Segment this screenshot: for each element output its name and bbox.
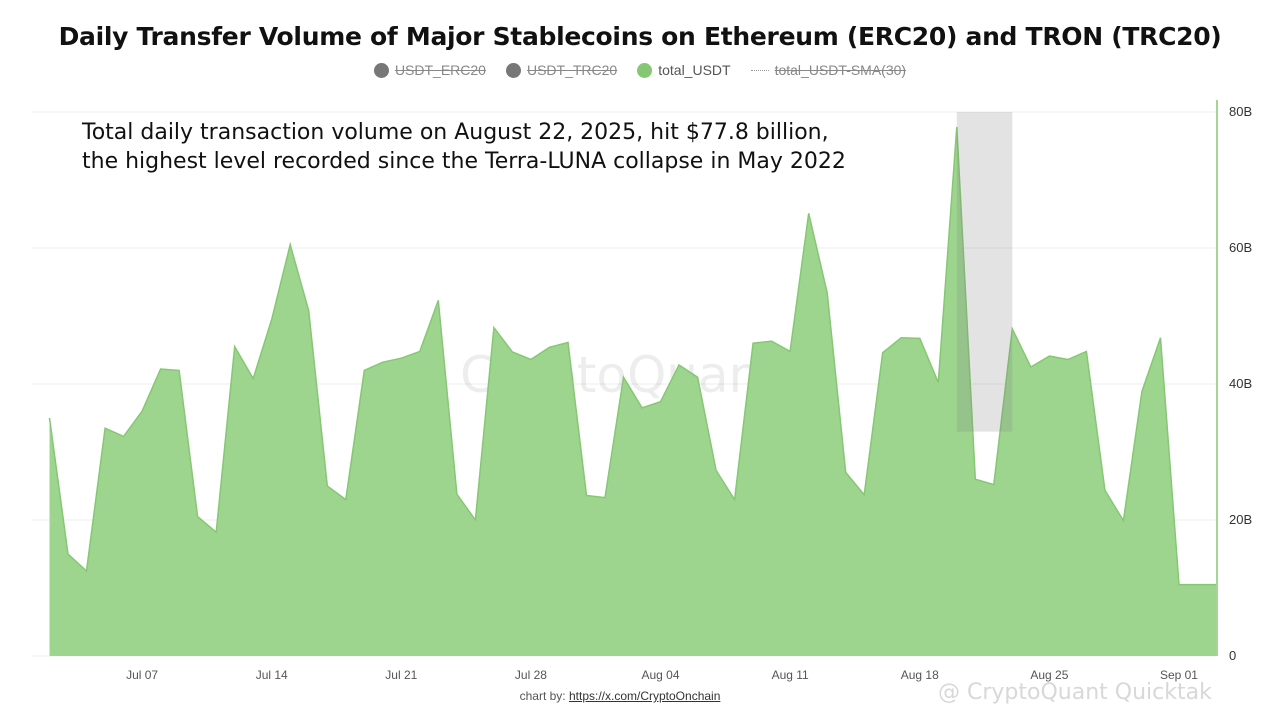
legend-line-icon [750, 69, 769, 71]
legend-dot-icon [637, 62, 653, 78]
legend-item-total-usdt-sma[interactable]: total_USDT-SMA(30) [750, 62, 907, 78]
legend-item-usdt-trc20[interactable]: USDT_TRC20 [505, 62, 618, 78]
chart-annotation: Total daily transaction volume on August… [82, 118, 846, 176]
x-tick-label: Aug 18 [901, 668, 939, 682]
highlight-box [956, 112, 1013, 432]
legend-dot-icon [373, 62, 389, 78]
corner-watermark: @ CryptoQuant Quicktak [938, 680, 1212, 705]
x-tick-label: Aug 04 [642, 668, 680, 682]
series-area [49, 127, 1216, 656]
legend-item-usdt-erc20[interactable]: USDT_ERC20 [373, 62, 486, 78]
annotation-line: the highest level recorded since the Ter… [82, 149, 846, 174]
legend-label: USDT_TRC20 [526, 62, 618, 78]
series-line [48, 126, 1216, 586]
annotation-line: Total daily transaction volume on August… [82, 120, 829, 145]
y-tick-label: 20B [1229, 512, 1252, 527]
x-tick-label: Aug 11 [772, 668, 809, 682]
x-tick-label: Aug 25 [1030, 668, 1068, 682]
y-tick-label: 0 [1229, 648, 1236, 663]
x-tick-label: Jul 07 [126, 668, 158, 682]
chart-title: Daily Transfer Volume of Major Stablecoi… [58, 22, 1222, 51]
legend: USDT_ERC20 USDT_TRC20 total_USDT total_U… [0, 62, 1280, 78]
x-tick-label: Jul 14 [256, 668, 288, 682]
y-tick-label: 80B [1229, 104, 1252, 119]
x-tick-label: Sep 01 [1160, 668, 1198, 682]
legend-item-total-usdt[interactable]: total_USDT [637, 62, 731, 78]
legend-dot-icon [505, 62, 521, 78]
legend-label: total_USDT [658, 62, 731, 78]
legend-label: total_USDT-SMA(30) [774, 62, 907, 78]
chart-credit: chart by: https://x.com/CryptoOnchain [0, 689, 1240, 703]
legend-label: USDT_ERC20 [394, 62, 486, 78]
x-tick-label: Jul 28 [515, 668, 547, 682]
y-tick-label: 60B [1229, 240, 1252, 255]
x-tick-label: Jul 21 [385, 668, 417, 682]
credit-prefix: chart by: [519, 689, 566, 703]
credit-link[interactable]: https://x.com/CryptoOnchain [568, 689, 721, 703]
y-tick-label: 40B [1229, 376, 1252, 391]
